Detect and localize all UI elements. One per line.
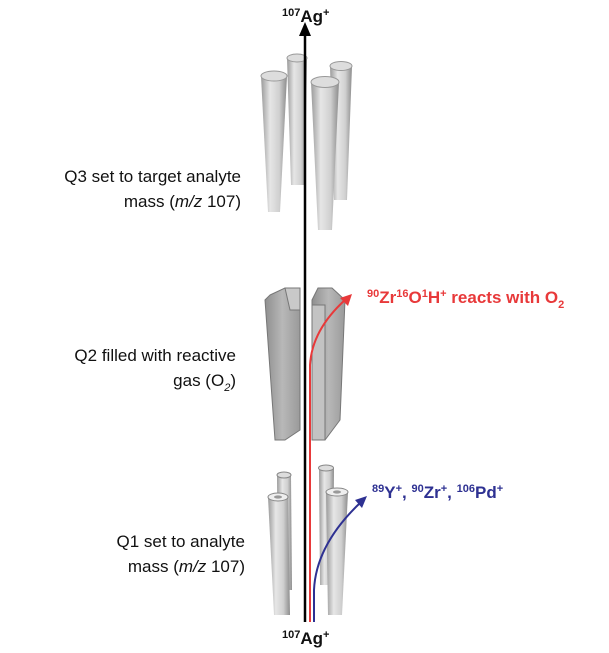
bottom-label: 107Ag+ (282, 629, 329, 648)
q3-rods (260, 53, 353, 230)
q3-label: Q3 set to target analyte (64, 167, 241, 186)
reaction-label: 90Zr16O1H+ reacts with O2 (367, 288, 564, 311)
q2-label: gas (O2) (173, 371, 236, 394)
arrowhead (340, 294, 352, 306)
rod (267, 492, 290, 615)
q1-label: mass (m/z 107) (128, 557, 245, 576)
q2-electrodes (264, 287, 346, 441)
q3-label: mass (m/z 107) (124, 192, 241, 211)
rod (325, 487, 349, 615)
ion-path-blue (313, 502, 361, 622)
q1-label: Q1 set to analyte (116, 532, 245, 551)
arrowhead (299, 22, 311, 36)
ion-path-red (309, 299, 346, 622)
electrode (264, 287, 301, 441)
top-label: 107Ag+ (282, 7, 329, 26)
arrowhead (355, 496, 367, 508)
q1-rods (267, 464, 349, 615)
rejected-ions-label: 89Y+, 90Zr+, 106Pd+ (372, 483, 503, 502)
rod (310, 76, 340, 230)
q2-label: Q2 filled with reactive (74, 346, 236, 365)
rod (260, 70, 288, 212)
electrode-face (284, 287, 301, 311)
rod (286, 53, 308, 185)
